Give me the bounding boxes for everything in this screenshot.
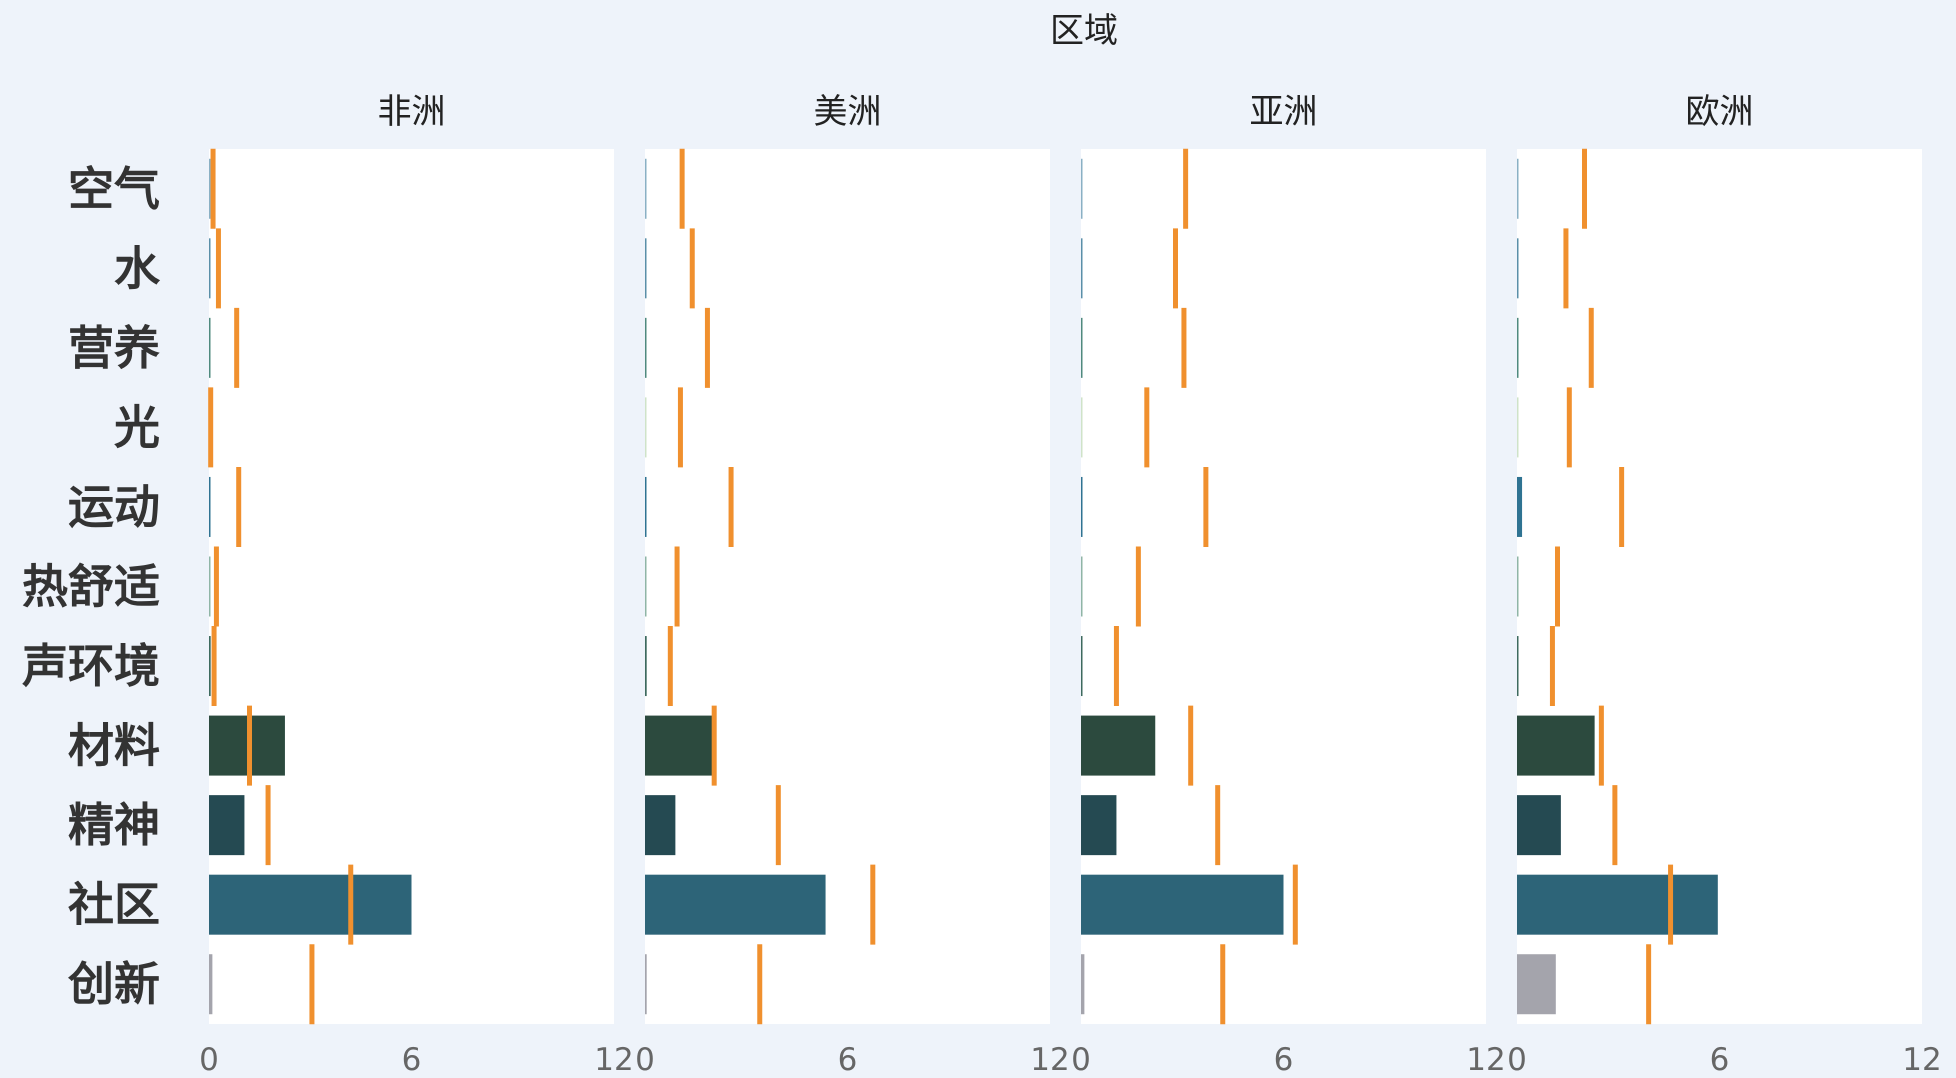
bar [1517, 636, 1519, 697]
category-label: 空气 [68, 162, 160, 216]
bar [209, 238, 211, 299]
bar [645, 397, 647, 458]
bar [1517, 795, 1561, 856]
panel: 亚洲 0 6 12 [1071, 92, 1506, 1078]
bar [1081, 238, 1083, 299]
bar [1081, 556, 1083, 617]
category-label: 创新 [68, 957, 160, 1011]
panel-title: 欧洲 [1686, 92, 1754, 132]
bar [645, 874, 826, 935]
category-label: 精神 [68, 798, 160, 852]
category-label: 材料 [68, 719, 160, 773]
bar [1081, 317, 1083, 378]
bar [645, 715, 713, 776]
category-label: 营养 [68, 321, 160, 375]
bar [1517, 715, 1595, 776]
x-tick-label: 6 [1710, 1042, 1730, 1078]
bar [645, 795, 676, 856]
panel-title: 非洲 [378, 92, 446, 132]
x-tick-label: 6 [1274, 1042, 1294, 1078]
bar [209, 476, 211, 537]
bar [1517, 317, 1519, 378]
chart-title: 区域 [1050, 11, 1118, 51]
bar [645, 317, 647, 378]
panel: 欧洲 0 6 12 [1507, 92, 1942, 1078]
bar [1517, 397, 1519, 458]
x-tick-label: 0 [635, 1042, 655, 1078]
bar [1517, 238, 1519, 299]
bar [645, 476, 647, 537]
x-tick-label: 6 [838, 1042, 858, 1078]
bar [645, 636, 647, 697]
bar [1517, 954, 1556, 1015]
bar [209, 954, 213, 1015]
category-label: 声环境 [22, 639, 160, 693]
bar [1081, 954, 1085, 1015]
bar [645, 954, 647, 1015]
bar [1081, 636, 1083, 697]
x-tick-label: 12 [1902, 1042, 1941, 1078]
bar [1517, 556, 1519, 617]
bar [209, 715, 285, 776]
bar [209, 795, 245, 856]
panel-title: 美洲 [814, 92, 882, 132]
x-tick-label: 12 [1466, 1042, 1505, 1078]
x-tick-label: 0 [1507, 1042, 1527, 1078]
bar [209, 158, 211, 219]
panel: 美洲 0 6 12 [635, 92, 1070, 1078]
panels: 非洲 0 6 12 美洲 0 6 12 亚洲 0 6 12 欧洲 0 6 12 [199, 92, 1942, 1078]
bar [645, 158, 647, 219]
category-label: 社区 [68, 878, 160, 932]
x-tick-label: 12 [1030, 1042, 1069, 1078]
bar [1517, 874, 1718, 935]
x-tick-label: 0 [199, 1042, 219, 1078]
bar [1081, 715, 1156, 776]
x-tick-label: 12 [594, 1042, 633, 1078]
bar [209, 636, 211, 697]
bar [209, 317, 211, 378]
bar [1081, 476, 1083, 537]
bar [645, 556, 647, 617]
bar [209, 556, 211, 617]
category-label: 热舒适 [22, 560, 160, 614]
x-tick-label: 6 [402, 1042, 422, 1078]
category-label: 光 [114, 400, 160, 454]
x-tick-label: 0 [1071, 1042, 1091, 1078]
category-label: 水 [114, 241, 161, 295]
category-label: 运动 [68, 480, 160, 534]
bar [1081, 397, 1083, 458]
bar [1517, 158, 1519, 219]
bar [1517, 476, 1523, 537]
bar [1081, 874, 1284, 935]
bar [645, 238, 647, 299]
bar [1081, 795, 1117, 856]
bar [1081, 158, 1083, 219]
panel-title: 亚洲 [1250, 92, 1318, 132]
panel: 非洲 0 6 12 [199, 92, 634, 1078]
bar [209, 874, 412, 935]
